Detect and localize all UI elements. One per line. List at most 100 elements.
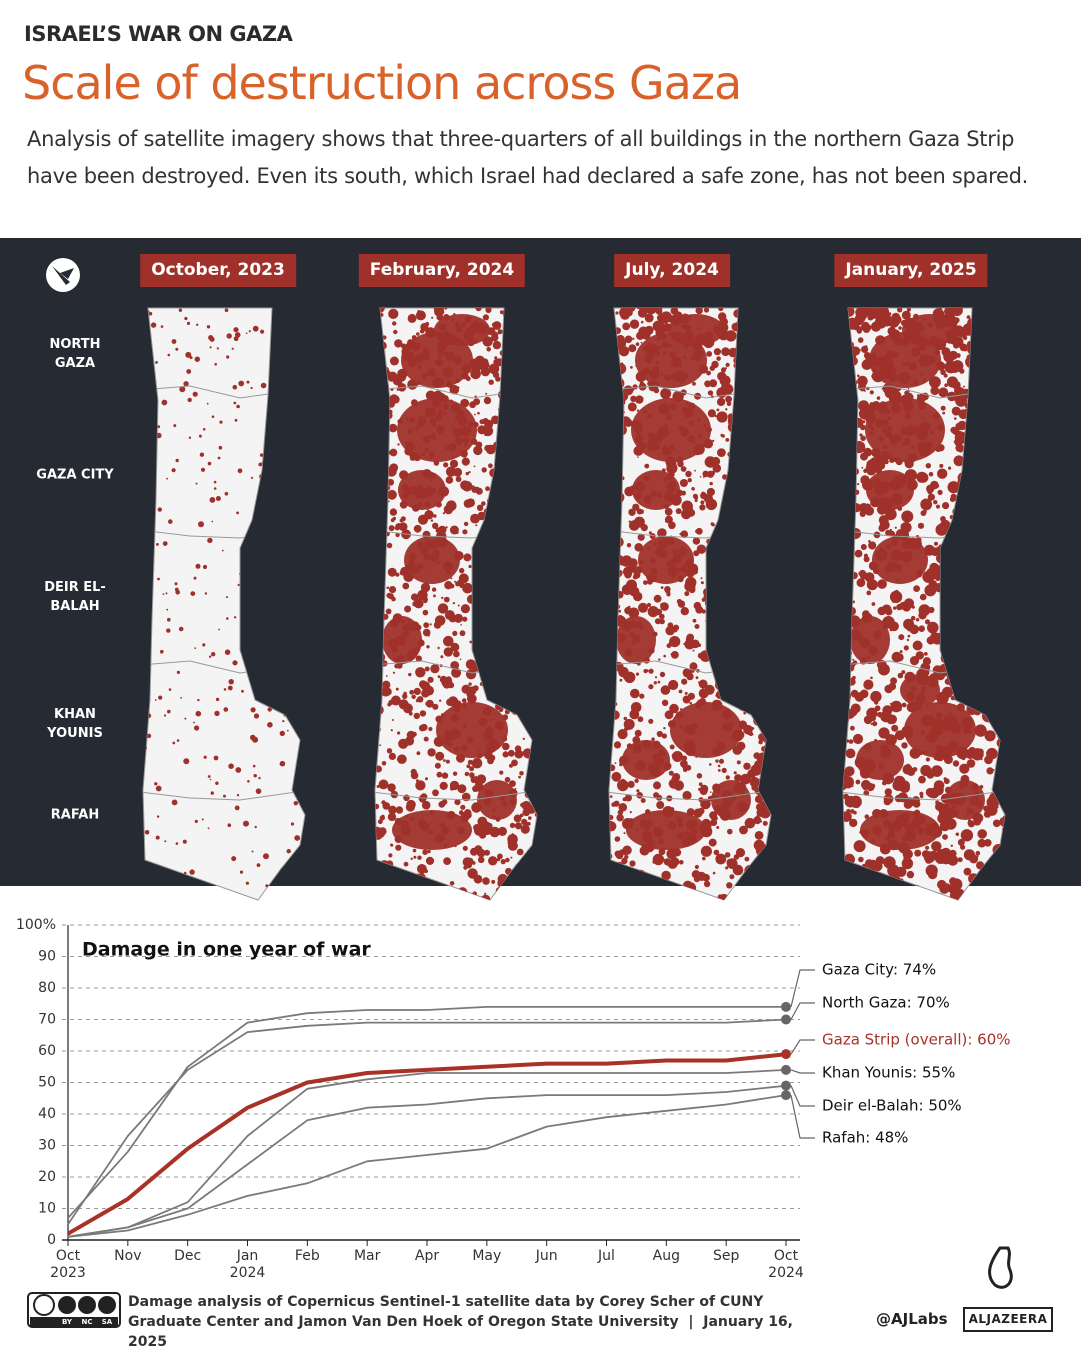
damage-spot <box>377 819 383 825</box>
damage-spot <box>850 689 859 698</box>
damage-spot <box>870 896 875 900</box>
damage-spot <box>233 401 237 405</box>
damage-spot <box>462 616 468 622</box>
x-tick-label: Oct 2024 <box>768 1248 804 1281</box>
damage-spot <box>425 856 435 866</box>
damage-spot <box>743 724 753 735</box>
damage-spot <box>155 785 162 792</box>
damage-spot <box>661 870 671 881</box>
y-tick-label: 10 <box>38 1201 56 1217</box>
damage-spot <box>395 523 400 528</box>
damage-spot <box>715 759 719 763</box>
damage-spot <box>957 857 963 863</box>
damage-spot <box>216 347 219 350</box>
damage-area <box>638 536 694 584</box>
damage-spot <box>992 894 1001 900</box>
damage-spot <box>237 468 243 474</box>
damage-spot <box>857 374 860 378</box>
damage-spot <box>446 500 457 512</box>
damage-spot <box>485 308 492 314</box>
damage-spot <box>647 606 659 618</box>
damage-spot <box>635 733 640 737</box>
damage-spot <box>428 726 433 732</box>
damage-spot <box>469 586 473 590</box>
damage-spot <box>939 530 943 534</box>
damage-spot <box>293 801 298 806</box>
damage-area <box>434 314 490 346</box>
map-panel <box>142 307 306 901</box>
damage-spot <box>381 761 387 766</box>
damage-spot <box>454 580 456 583</box>
damage-spot <box>892 315 902 325</box>
damage-spot <box>279 760 286 767</box>
damage-spot <box>942 834 948 840</box>
damage-spot <box>460 804 466 810</box>
damage-spot <box>614 850 622 858</box>
damage-spot <box>630 691 635 696</box>
damage-spot <box>486 347 491 352</box>
damage-spot <box>443 635 454 647</box>
damage-spot <box>669 886 677 894</box>
damage-spot <box>623 716 627 721</box>
map-panel <box>374 307 538 901</box>
damage-spot <box>718 893 729 900</box>
damage-spot <box>465 794 470 799</box>
damage-spot <box>628 508 636 516</box>
damage-spot <box>953 408 959 414</box>
damage-spot <box>507 749 515 757</box>
damage-spot <box>419 680 427 689</box>
map-date: February, 2024 <box>358 254 526 287</box>
damage-spot <box>658 801 664 806</box>
damage-spot <box>440 889 446 895</box>
damage-spot <box>862 420 866 424</box>
damage-spot <box>186 321 191 325</box>
damage-spot <box>614 837 620 842</box>
damage-spot <box>166 608 169 611</box>
damage-spot <box>241 689 244 693</box>
damage-spot <box>934 851 947 865</box>
label-connector <box>790 969 815 1008</box>
damage-spot <box>710 522 714 526</box>
damage-spot <box>943 778 950 785</box>
damage-spot <box>653 890 659 896</box>
damage-spot <box>388 525 395 532</box>
damage-spot <box>193 576 197 580</box>
damage-spot <box>479 373 481 376</box>
damage-spot <box>907 387 910 390</box>
damage-spot <box>611 771 622 782</box>
damage-spot <box>410 768 417 776</box>
damage-spot <box>631 884 643 897</box>
y-tick-label: 100% <box>16 917 56 933</box>
damage-spot <box>639 845 650 856</box>
damage-spot <box>511 833 514 835</box>
damage-area <box>616 616 656 664</box>
damage-spot <box>236 404 240 409</box>
damage-spot <box>885 894 895 900</box>
damage-spot <box>682 501 693 512</box>
damage-spot <box>641 397 644 399</box>
damage-spot <box>484 892 487 896</box>
damage-spot <box>984 839 992 847</box>
damage-spot <box>433 390 443 400</box>
damage-spot <box>986 767 994 775</box>
damage-spot <box>744 856 750 862</box>
damage-spot <box>195 482 198 485</box>
damage-spot <box>918 775 926 784</box>
damage-spot <box>929 562 939 573</box>
damage-spot <box>976 855 979 858</box>
damage-spot <box>463 521 469 527</box>
damage-spot <box>167 709 171 714</box>
damage-spot <box>282 720 285 723</box>
damage-spot <box>395 532 400 538</box>
damage-spot <box>937 468 948 479</box>
damage-spot <box>528 816 532 820</box>
damage-spot <box>915 618 920 622</box>
damage-spot <box>879 520 890 530</box>
damage-spot <box>957 420 967 431</box>
damage-spot <box>263 853 269 860</box>
damage-spot <box>940 405 946 411</box>
damage-spot <box>415 780 426 791</box>
end-dot <box>781 1001 791 1012</box>
damage-spot <box>909 624 919 635</box>
damage-spot <box>629 319 640 329</box>
